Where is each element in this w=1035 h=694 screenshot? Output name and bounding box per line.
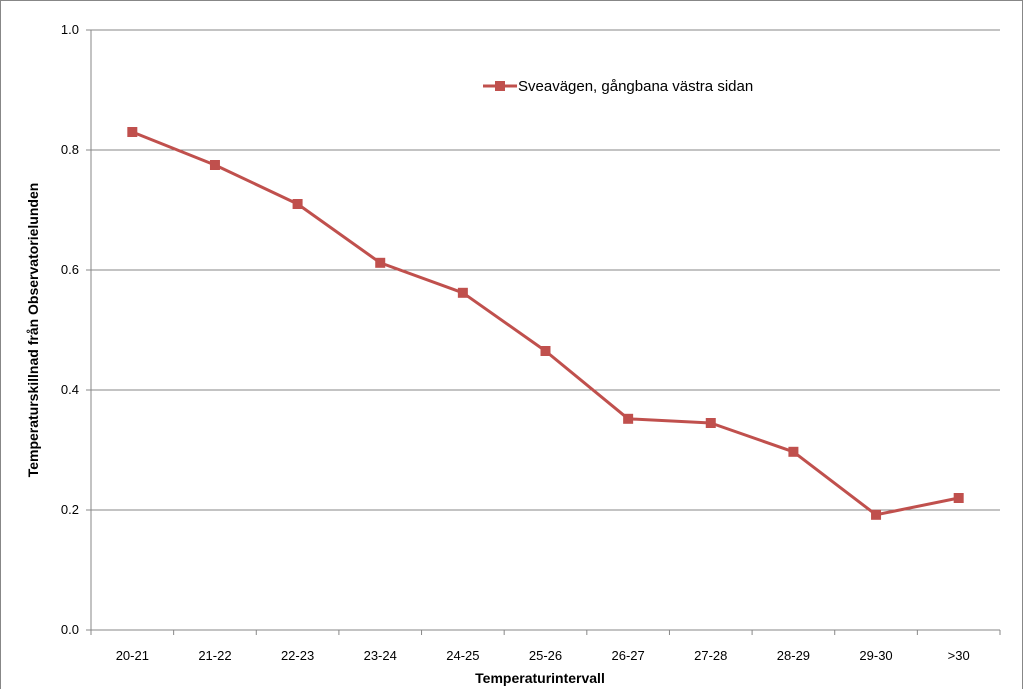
x-tick-label: 27-28 [694,648,727,663]
x-axis-title: Temperaturintervall [475,670,605,686]
y-tick-label: 0.8 [61,142,79,157]
axes [86,29,1001,635]
x-tick-labels: 20-21 21-22 22-23 23-24 24-25 25-26 26-27 27-28… [116,648,970,663]
x-tick-label: >30 [948,648,970,663]
y-axis-title: Temperaturskillnad från Observatorielund… [25,183,41,478]
x-tick-label: 20-21 [116,648,149,663]
y-tick-label: 1.0 [61,22,79,37]
data-point-marker [788,446,799,457]
data-point-marker [209,160,220,170]
legend-label: Sveavägen, gångbana västra sidan [518,78,753,95]
data-point-marker [457,287,468,298]
x-tick-label: 29-30 [859,648,892,663]
x-tick-label: 28-29 [777,648,810,663]
gridlines [91,29,1000,511]
legend: Sveavägen, gångbana västra sidan [483,78,753,95]
data-point-marker [953,493,964,503]
y-tick-labels: 0.0 0.2 0.4 0.6 0.8 1.0 [61,22,79,637]
y-tick-label: 0.2 [61,502,79,517]
legend-marker [495,81,505,91]
data-point-marker [623,413,634,424]
data-point-marker [375,257,386,268]
series-layer [127,127,964,520]
x-tick-label: 25-26 [529,648,562,663]
x-tick-label: 22-23 [281,648,314,663]
y-tick-label: 0.6 [61,262,79,277]
x-tick-label: 21-22 [198,648,231,663]
y-tick-label: 0.4 [61,382,79,397]
x-tick-label: 26-27 [612,648,645,663]
y-tick-label: 0.0 [61,622,79,637]
data-point-marker [540,346,551,356]
data-point-marker [871,509,882,520]
data-point-marker [705,418,716,428]
x-tick-label: 24-25 [446,648,479,663]
x-tick-label: 23-24 [364,648,397,663]
data-point-marker [292,199,303,209]
data-point-marker [127,127,138,137]
